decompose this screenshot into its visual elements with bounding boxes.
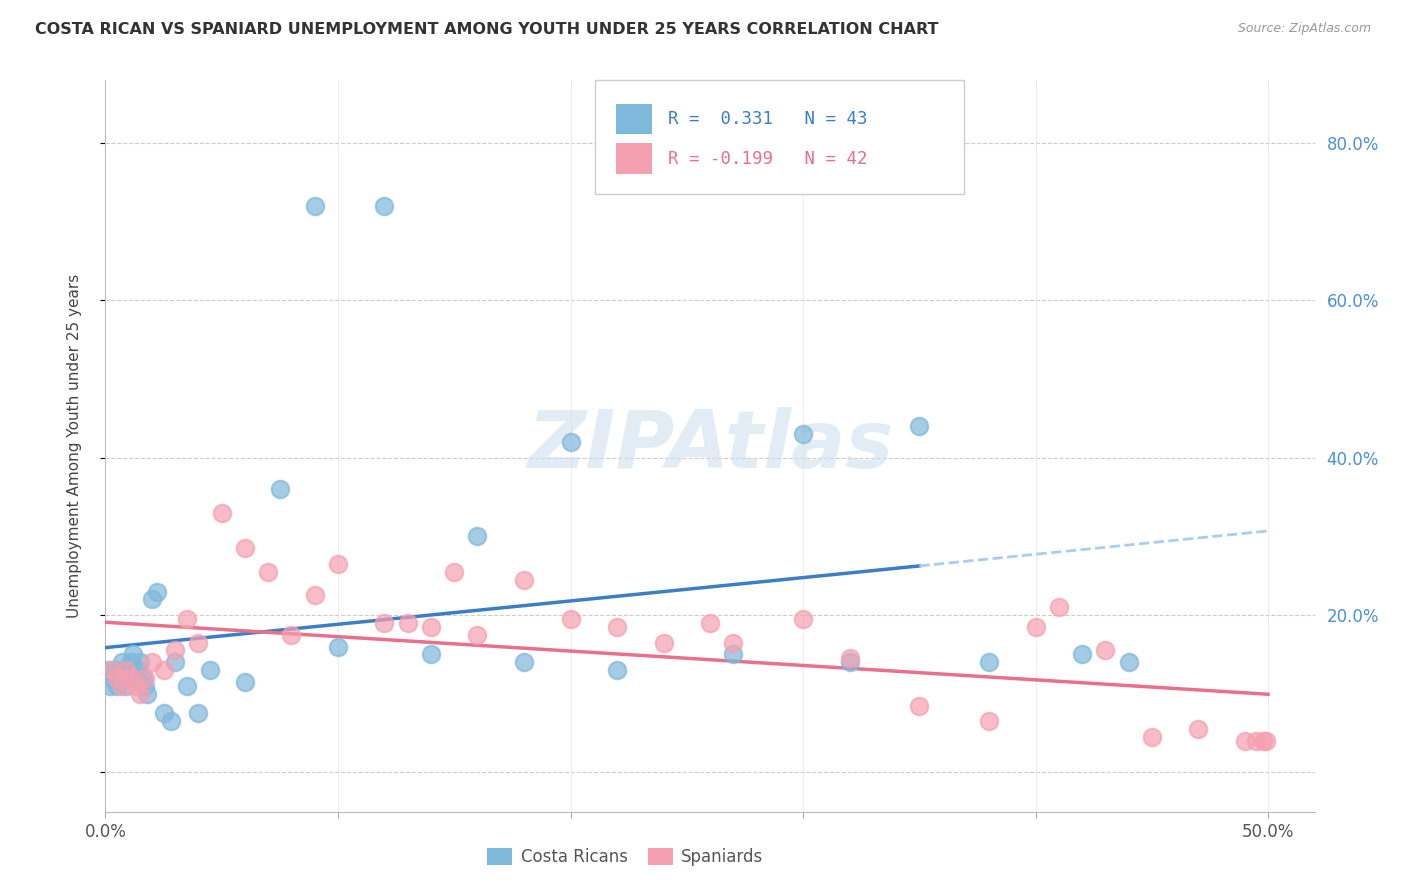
Point bbox=[792, 612, 814, 626]
Point bbox=[977, 714, 1000, 729]
Point bbox=[211, 506, 233, 520]
Point bbox=[134, 679, 156, 693]
Point bbox=[257, 565, 280, 579]
Point bbox=[131, 671, 153, 685]
Text: COSTA RICAN VS SPANIARD UNEMPLOYMENT AMONG YOUTH UNDER 25 YEARS CORRELATION CHAR: COSTA RICAN VS SPANIARD UNEMPLOYMENT AMO… bbox=[35, 22, 939, 37]
Point bbox=[111, 679, 134, 693]
Point bbox=[101, 671, 124, 685]
Point bbox=[1233, 734, 1256, 748]
Point bbox=[101, 663, 124, 677]
Point bbox=[120, 655, 142, 669]
Point bbox=[977, 655, 1000, 669]
Point bbox=[165, 655, 187, 669]
Point bbox=[145, 584, 167, 599]
Point bbox=[1047, 600, 1070, 615]
Point bbox=[1246, 734, 1268, 748]
Point bbox=[165, 643, 187, 657]
Point bbox=[280, 628, 302, 642]
Point bbox=[1025, 620, 1047, 634]
Point bbox=[420, 648, 443, 662]
FancyBboxPatch shape bbox=[595, 80, 965, 194]
Point bbox=[560, 612, 582, 626]
Point bbox=[152, 706, 174, 721]
Point bbox=[233, 675, 256, 690]
Point bbox=[699, 615, 721, 630]
Point bbox=[467, 628, 489, 642]
Point bbox=[136, 687, 159, 701]
Point bbox=[373, 615, 395, 630]
Point bbox=[108, 671, 131, 685]
Point bbox=[104, 663, 127, 677]
Point bbox=[838, 655, 860, 669]
Point bbox=[141, 655, 163, 669]
Point bbox=[129, 687, 152, 701]
Point bbox=[112, 663, 135, 677]
Point bbox=[723, 635, 745, 649]
Point bbox=[198, 663, 221, 677]
Point bbox=[467, 529, 489, 543]
Text: R = -0.199   N = 42: R = -0.199 N = 42 bbox=[668, 150, 868, 168]
Point bbox=[652, 635, 675, 649]
Point bbox=[908, 419, 931, 434]
Point bbox=[1253, 734, 1275, 748]
Point bbox=[97, 663, 120, 677]
Point bbox=[152, 663, 174, 677]
Legend: Costa Ricans, Spaniards: Costa Ricans, Spaniards bbox=[481, 841, 770, 873]
Point bbox=[560, 435, 582, 450]
Point bbox=[1140, 730, 1163, 744]
Text: ZIPAtlas: ZIPAtlas bbox=[527, 407, 893, 485]
Point bbox=[1071, 648, 1094, 662]
Point bbox=[1254, 734, 1277, 748]
Point bbox=[606, 663, 628, 677]
Point bbox=[792, 427, 814, 442]
Point bbox=[513, 655, 536, 669]
Point bbox=[1187, 722, 1209, 736]
Point bbox=[127, 663, 149, 677]
Text: R =  0.331   N = 43: R = 0.331 N = 43 bbox=[668, 110, 868, 128]
Point bbox=[111, 655, 134, 669]
Point bbox=[304, 199, 326, 213]
Point bbox=[120, 671, 142, 685]
Point bbox=[420, 620, 443, 634]
Point bbox=[105, 679, 128, 693]
Point bbox=[122, 648, 145, 662]
Point bbox=[269, 482, 291, 496]
Text: Source: ZipAtlas.com: Source: ZipAtlas.com bbox=[1237, 22, 1371, 36]
Point bbox=[187, 635, 209, 649]
Point bbox=[1118, 655, 1140, 669]
Point bbox=[606, 620, 628, 634]
Point bbox=[187, 706, 209, 721]
Point bbox=[233, 541, 256, 556]
Y-axis label: Unemployment Among Youth under 25 years: Unemployment Among Youth under 25 years bbox=[67, 274, 82, 618]
Point bbox=[125, 679, 148, 693]
Point bbox=[98, 679, 121, 693]
Point bbox=[838, 651, 860, 665]
Point bbox=[396, 615, 419, 630]
Point bbox=[159, 714, 181, 729]
Point bbox=[129, 655, 152, 669]
Point bbox=[134, 671, 156, 685]
Point bbox=[115, 679, 138, 693]
Point bbox=[513, 573, 536, 587]
Point bbox=[326, 640, 349, 654]
Point bbox=[141, 592, 163, 607]
Point bbox=[105, 671, 128, 685]
Point bbox=[373, 199, 395, 213]
Point bbox=[176, 679, 198, 693]
Point bbox=[1094, 643, 1116, 657]
Point bbox=[723, 648, 745, 662]
Bar bbox=[616, 103, 652, 135]
Point bbox=[304, 589, 326, 603]
Point bbox=[118, 671, 141, 685]
Point bbox=[115, 663, 138, 677]
Point bbox=[908, 698, 931, 713]
Point bbox=[176, 612, 198, 626]
Bar bbox=[616, 144, 652, 174]
Point bbox=[326, 557, 349, 571]
Point bbox=[125, 671, 148, 685]
Point bbox=[443, 565, 465, 579]
